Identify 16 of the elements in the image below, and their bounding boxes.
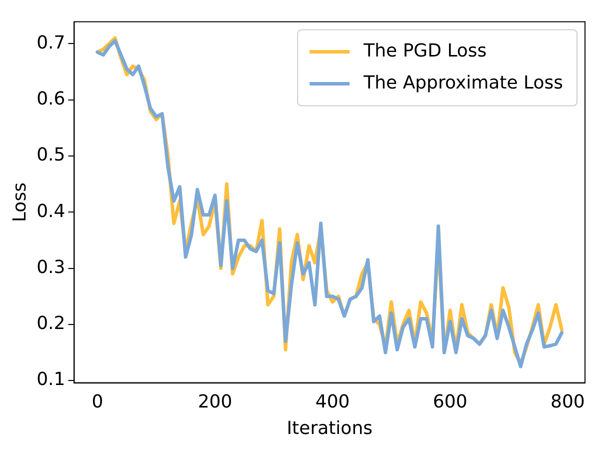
legend-label: The Approximate Loss bbox=[362, 72, 564, 94]
y-tick-label: 0.7 bbox=[36, 32, 66, 54]
y-tick-label: 0.1 bbox=[36, 369, 66, 390]
x-axis-title: Iterations bbox=[286, 418, 372, 439]
x-tick-label: 200 bbox=[198, 391, 232, 412]
x-tick-label: 600 bbox=[432, 391, 468, 412]
y-axis-title: Loss bbox=[9, 182, 30, 222]
x-tick-label: 400 bbox=[315, 391, 350, 412]
y-tick-label: 0.2 bbox=[36, 313, 66, 334]
y-tick-label: 0.4 bbox=[36, 200, 66, 222]
x-tick-label: 800 bbox=[550, 391, 585, 412]
y-tick-label: 0.5 bbox=[36, 144, 66, 166]
y-tick-label: 0.3 bbox=[36, 256, 66, 278]
y-tick-label: 0.6 bbox=[36, 88, 66, 110]
x-tick-label: 0 bbox=[92, 391, 104, 412]
legend-label: The PGD Loss bbox=[362, 40, 487, 62]
